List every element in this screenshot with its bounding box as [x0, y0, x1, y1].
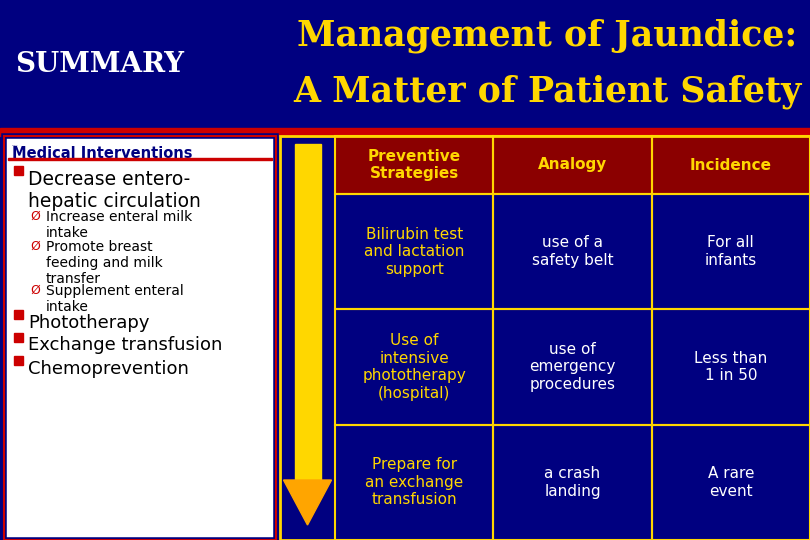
- Text: Use of
intensive
phototherapy
(hospital): Use of intensive phototherapy (hospital): [362, 333, 466, 401]
- Bar: [14, 355, 23, 364]
- Bar: [335, 309, 493, 424]
- Text: Ø: Ø: [30, 284, 40, 296]
- Text: Management of Jaundice:: Management of Jaundice:: [297, 18, 798, 53]
- Bar: [335, 424, 493, 540]
- Text: Prepare for
an exchange
transfusion: Prepare for an exchange transfusion: [365, 457, 463, 507]
- Bar: [335, 136, 493, 194]
- Text: Less than
1 in 50: Less than 1 in 50: [694, 351, 767, 383]
- Bar: [493, 136, 652, 194]
- Bar: [295, 144, 321, 480]
- Bar: [14, 166, 23, 175]
- Bar: [335, 194, 493, 309]
- Bar: [493, 424, 652, 540]
- Text: Ø: Ø: [30, 210, 40, 223]
- Text: Bilirubin test
and lactation
support: Bilirubin test and lactation support: [364, 227, 464, 276]
- Bar: [652, 136, 810, 194]
- Text: Medical Interventions: Medical Interventions: [12, 146, 193, 161]
- Text: use of a
safety belt: use of a safety belt: [531, 235, 613, 268]
- Text: Supplement enteral
intake: Supplement enteral intake: [46, 284, 184, 314]
- Text: a crash
landing: a crash landing: [544, 466, 601, 498]
- Bar: [493, 309, 652, 424]
- Polygon shape: [284, 480, 331, 525]
- Text: use of
emergency
procedures: use of emergency procedures: [529, 342, 616, 392]
- Text: Analogy: Analogy: [538, 158, 608, 172]
- Text: A Matter of Patient Safety: A Matter of Patient Safety: [293, 75, 802, 110]
- Bar: [335, 309, 493, 424]
- Bar: [652, 309, 810, 424]
- Text: Exchange transfusion: Exchange transfusion: [28, 336, 223, 354]
- Bar: [14, 333, 23, 341]
- Bar: [493, 309, 652, 424]
- Bar: [652, 136, 810, 194]
- Bar: [335, 424, 493, 540]
- Bar: [493, 424, 652, 540]
- Bar: [0, 0, 810, 128]
- Bar: [335, 136, 493, 194]
- Text: Incidence: Incidence: [690, 158, 772, 172]
- Bar: [4, 136, 276, 540]
- Text: Preventive
Strategies: Preventive Strategies: [368, 149, 461, 181]
- Text: #000080: #000080: [12, 145, 19, 146]
- Bar: [652, 424, 810, 540]
- Text: Decrease entero-
hepatic circulation: Decrease entero- hepatic circulation: [28, 170, 201, 211]
- Text: For all
infants: For all infants: [705, 235, 757, 268]
- Text: Promote breast
feeding and milk
transfer: Promote breast feeding and milk transfer: [46, 240, 163, 286]
- Bar: [652, 424, 810, 540]
- Text: Ø: Ø: [30, 240, 40, 253]
- Bar: [280, 136, 810, 540]
- Bar: [335, 194, 493, 309]
- Bar: [4, 136, 276, 540]
- Bar: [8, 158, 272, 160]
- Bar: [4, 136, 276, 540]
- Text: Phototherapy: Phototherapy: [28, 314, 150, 332]
- Bar: [280, 136, 810, 540]
- Bar: [652, 194, 810, 309]
- Bar: [493, 136, 652, 194]
- Bar: [14, 309, 23, 319]
- Text: A rare
event: A rare event: [708, 466, 754, 498]
- Bar: [652, 194, 810, 309]
- Bar: [493, 194, 652, 309]
- Text: SUMMARY: SUMMARY: [15, 51, 184, 78]
- Bar: [0, 128, 810, 136]
- Bar: [493, 194, 652, 309]
- Text: Increase enteral milk
intake: Increase enteral milk intake: [46, 210, 192, 240]
- Text: Chemoprevention: Chemoprevention: [28, 360, 189, 377]
- Bar: [652, 309, 810, 424]
